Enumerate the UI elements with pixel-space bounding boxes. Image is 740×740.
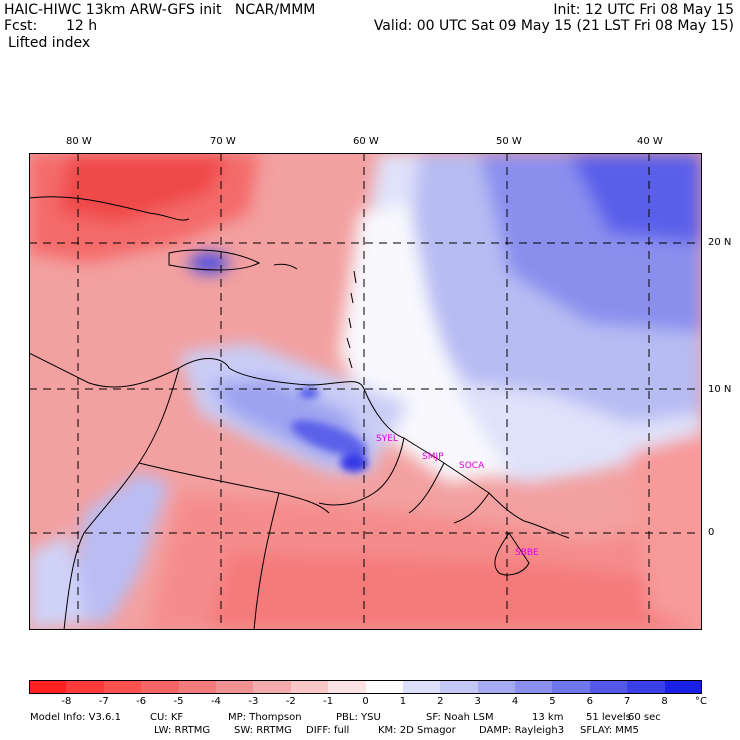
colorbar-swatch xyxy=(589,680,628,694)
colorbar-tick-label: -5 xyxy=(173,696,184,707)
model-info-item: CU: KF xyxy=(150,712,184,723)
model-info-item: SF: Noah LSM xyxy=(426,712,494,723)
valid-time: Valid: 00 UTC Sat 09 May 15 (21 LST Fri … xyxy=(373,18,734,34)
colorbar-tick-label: 2 xyxy=(437,696,444,707)
colorbar-swatch xyxy=(66,680,105,694)
colorbar-swatch xyxy=(103,680,142,694)
header-title: HAIC-HIWC 13km ARW-GFS init NCAR/MMM xyxy=(4,2,316,18)
colorbar-border xyxy=(29,680,702,694)
colorbar-swatch xyxy=(477,680,516,694)
colorbar-swatch xyxy=(664,680,703,694)
colorbar-swatch xyxy=(141,680,180,694)
forecast-label: Fcst: xyxy=(4,18,38,34)
model-info-item: DIFF: full xyxy=(306,725,350,736)
colorbar-swatch xyxy=(402,680,441,694)
colorbar-tick-label: 5 xyxy=(549,696,556,707)
station-label: SMJP xyxy=(422,452,444,462)
model-info-item: DAMP: Rayleigh3 xyxy=(479,725,565,736)
lat-label-20n: 20 N xyxy=(708,237,732,248)
model-info-item: SW: RRTMG xyxy=(234,725,292,736)
lon-label-40w: 40 W xyxy=(637,136,663,147)
model-info-item: 13 km xyxy=(532,712,564,723)
colorbar-tick-label: 6 xyxy=(586,696,594,707)
model-info-item: LW: RRTMG xyxy=(154,725,211,736)
lon-label-50w: 50 W xyxy=(496,136,522,147)
colorbar-swatch xyxy=(627,680,666,694)
colorbar-swatch xyxy=(515,680,553,694)
lat-label-10n: 10 N xyxy=(708,384,732,395)
colorbar-tick-label: -7 xyxy=(98,696,109,707)
lon-label-60w: 60 W xyxy=(353,136,379,147)
station-label: SYEL xyxy=(376,434,398,444)
colorbar-swatch xyxy=(290,680,329,694)
colorbar-tick-label: 8 xyxy=(661,696,668,707)
colorbar-tick-label: 1 xyxy=(399,696,407,707)
colorbar-tick-label: 0 xyxy=(362,696,369,707)
station-label: SBBE xyxy=(515,548,539,558)
colorbar-tick-label: 7 xyxy=(624,696,631,707)
model-info-item: 60 sec xyxy=(628,712,661,723)
colorbar-swatch xyxy=(440,680,479,694)
model-info-item: SFLAY: MM5 xyxy=(580,725,639,736)
model-info-item: PBL: YSU xyxy=(336,712,381,723)
colorbar-swatch xyxy=(552,680,591,694)
colorbar-swatch xyxy=(29,680,67,694)
colorbar-tick-label: -1 xyxy=(323,696,334,707)
colorbar-tick-label: -6 xyxy=(136,696,147,707)
coastlines xyxy=(29,196,570,630)
lon-label-80w: 80 W xyxy=(66,136,92,147)
lon-label-70w: 70 W xyxy=(210,136,236,147)
colorbar-tick-label: -4 xyxy=(210,696,221,707)
colorbar-tick-label: 4 xyxy=(511,696,519,707)
model-info-item: KM: 2D Smagor xyxy=(378,725,456,736)
colorbar-swatch xyxy=(215,680,254,694)
colorbar-unit: °C xyxy=(695,696,707,707)
colorbar-tick-label: -8 xyxy=(61,696,72,707)
field-name: Lifted index xyxy=(8,35,91,51)
colorbar-tick-label: -3 xyxy=(248,696,259,707)
model-info-item: MP: Thompson xyxy=(228,712,302,723)
colorbar-swatch xyxy=(178,680,217,694)
lat-label-0: 0 xyxy=(708,527,715,538)
lifted-index-map: SYEL SMJP SOCA SBBE xyxy=(29,153,702,630)
colorbar xyxy=(29,680,703,694)
forecast-hour: 12 h xyxy=(66,18,98,34)
colorbar-swatch xyxy=(253,680,292,694)
graticule xyxy=(29,153,702,630)
colorbar-swatch xyxy=(328,680,366,694)
model-info-item: 51 levels xyxy=(586,712,631,723)
colorbar-tick-label: 3 xyxy=(474,696,481,707)
station-label: SOCA xyxy=(459,461,485,471)
colorbar-tick-label: -2 xyxy=(285,696,296,707)
colorbar-swatch xyxy=(365,680,404,694)
model-info-item: Model Info: V3.6.1 xyxy=(30,712,121,723)
init-time: Init: 12 UTC Fri 08 May 15 xyxy=(553,2,734,18)
